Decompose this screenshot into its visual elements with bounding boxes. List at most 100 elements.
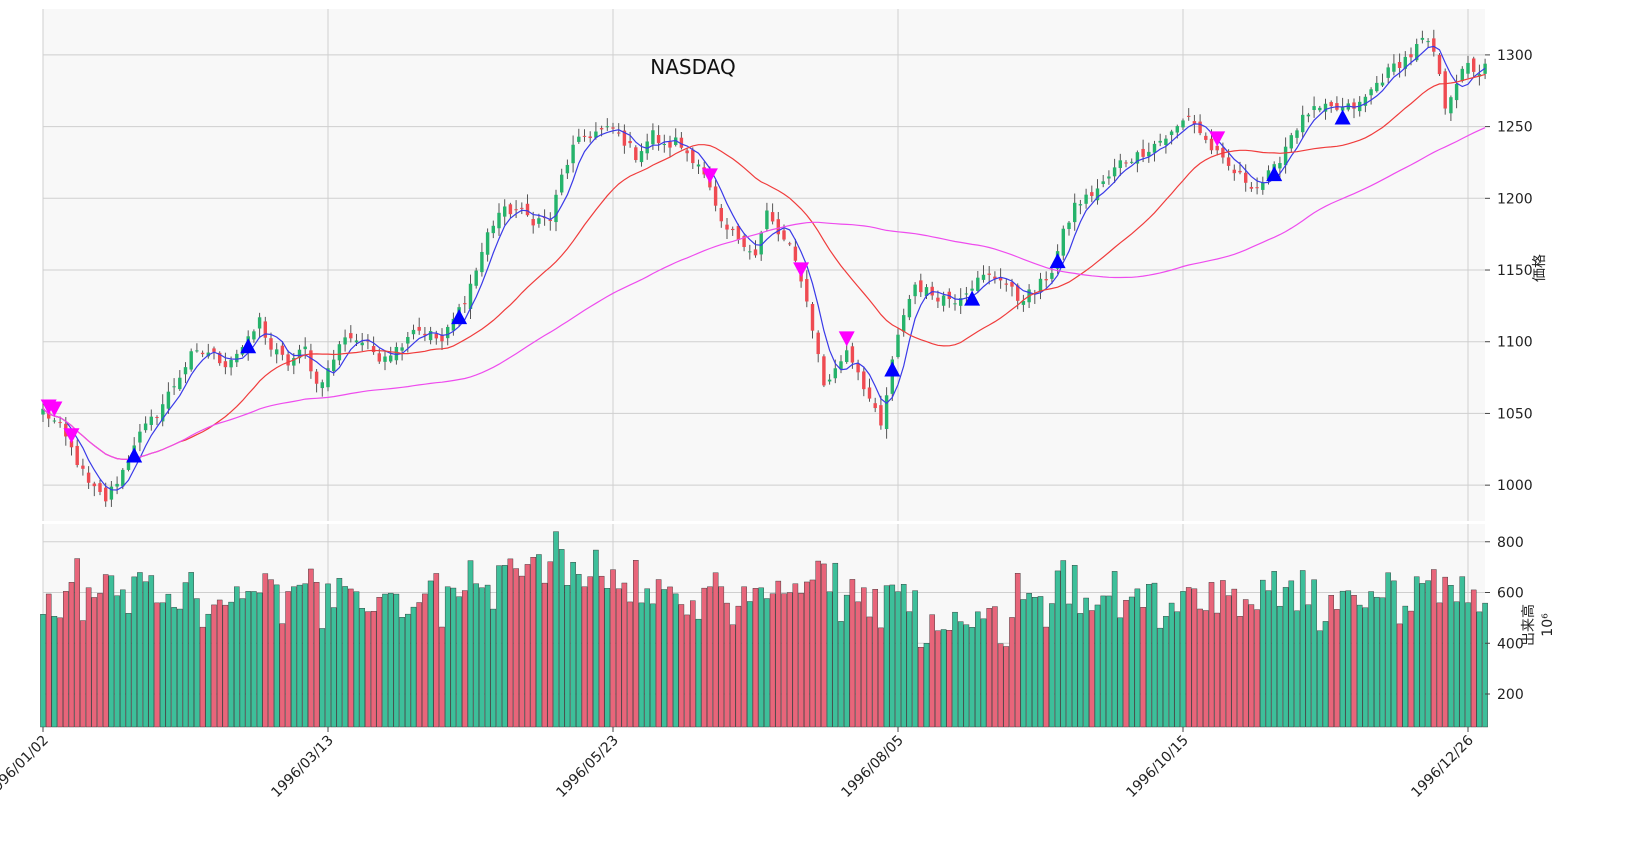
candle-body — [599, 128, 604, 130]
candle-body — [822, 356, 826, 386]
volume-bar — [946, 630, 953, 728]
volume-bar — [1134, 588, 1141, 728]
price-tick-label: 1050 — [1497, 406, 1533, 422]
volume-bar — [1368, 591, 1374, 728]
candle-body — [1141, 148, 1145, 157]
candle-body — [953, 303, 957, 305]
volume-bar — [194, 598, 200, 728]
volume-bar — [291, 586, 297, 728]
price-tick-label: 1100 — [1497, 335, 1533, 351]
volume-bar — [1237, 616, 1243, 728]
candle-body — [354, 340, 359, 343]
candle-body — [52, 420, 57, 422]
candle-body — [850, 346, 855, 363]
candle-body — [1466, 62, 1470, 74]
candle-body — [41, 408, 45, 415]
volume-bar — [125, 613, 132, 728]
candle-body — [839, 361, 843, 370]
volume-tick-label: 200 — [1497, 687, 1524, 703]
candle-body — [964, 293, 969, 295]
candle-body — [1192, 121, 1197, 125]
volume-bar — [342, 586, 348, 728]
candle-body — [685, 150, 689, 154]
volume-bar — [923, 643, 930, 728]
candle-body — [970, 288, 974, 291]
volume-bar — [1265, 590, 1272, 728]
volume-bar — [906, 611, 913, 728]
volume-bar — [1482, 602, 1488, 728]
candle-body — [1112, 167, 1117, 177]
candle-body — [297, 349, 302, 359]
volume-bar — [661, 589, 668, 728]
candle-body — [679, 137, 684, 148]
candle-body — [765, 210, 769, 230]
sell-signal-marker — [701, 168, 718, 184]
candle-body — [691, 149, 695, 164]
candle-body — [383, 356, 387, 362]
candle-body — [309, 350, 313, 372]
candle-body — [793, 246, 798, 261]
candle-body — [252, 331, 256, 340]
candle-body — [1129, 161, 1134, 163]
volume-bar — [1089, 610, 1095, 728]
candle-body — [1340, 107, 1345, 111]
volume-bar — [1197, 608, 1203, 728]
candle-body — [844, 350, 849, 362]
candle-body — [326, 368, 330, 388]
ma-long-line — [42, 127, 1486, 461]
volume-bar — [593, 549, 599, 728]
candle-body — [696, 164, 701, 167]
volume-bar — [558, 549, 565, 728]
volume-bar — [1470, 589, 1477, 728]
candle-body — [1283, 146, 1288, 166]
volume-bar — [137, 572, 143, 728]
candle-body — [919, 280, 923, 293]
volume-bar — [935, 630, 941, 728]
volume-bar — [729, 624, 736, 728]
volume-bar — [1413, 576, 1420, 728]
candle-body — [998, 278, 1003, 281]
volume-bar — [1066, 603, 1072, 728]
volume-bar — [399, 617, 405, 728]
volume-bar — [330, 607, 337, 728]
candle-body — [1152, 143, 1157, 153]
candle-body — [81, 465, 85, 469]
volume-bar — [171, 607, 177, 728]
candle-body — [1038, 278, 1043, 292]
volume-bar — [467, 560, 474, 728]
volume-bar — [1111, 571, 1118, 728]
candle-body — [1090, 192, 1094, 196]
volume-bar — [336, 578, 343, 728]
volume-bar — [832, 562, 839, 728]
volume-bar — [256, 592, 263, 728]
volume-bar — [1077, 613, 1084, 728]
volume-bar — [393, 593, 400, 728]
volume-bar — [861, 587, 867, 728]
candle-body — [377, 353, 382, 362]
candle-body — [103, 487, 108, 502]
volume-bar — [234, 586, 240, 728]
volume-bar — [576, 574, 582, 728]
candle-body — [1386, 67, 1390, 78]
volume-bar — [564, 585, 571, 728]
volume-bar — [262, 573, 269, 728]
volume-bar — [159, 602, 166, 728]
candle-body — [75, 445, 79, 465]
volume-bar — [120, 589, 126, 728]
volume-bar — [251, 591, 257, 728]
volume-bar — [1032, 597, 1038, 728]
candle-body — [1061, 228, 1066, 256]
volume-bar — [239, 598, 246, 728]
buy-signal-marker — [126, 447, 143, 463]
volume-bar — [615, 588, 622, 728]
volume-bar — [809, 579, 816, 728]
volume-bar — [735, 605, 742, 728]
volume-bar — [519, 575, 525, 728]
candle-body — [58, 422, 62, 424]
candle-body — [531, 218, 535, 226]
candle-body — [748, 251, 752, 253]
candle-body — [913, 284, 917, 297]
volume-bar — [353, 591, 360, 728]
candle-body — [189, 351, 193, 370]
